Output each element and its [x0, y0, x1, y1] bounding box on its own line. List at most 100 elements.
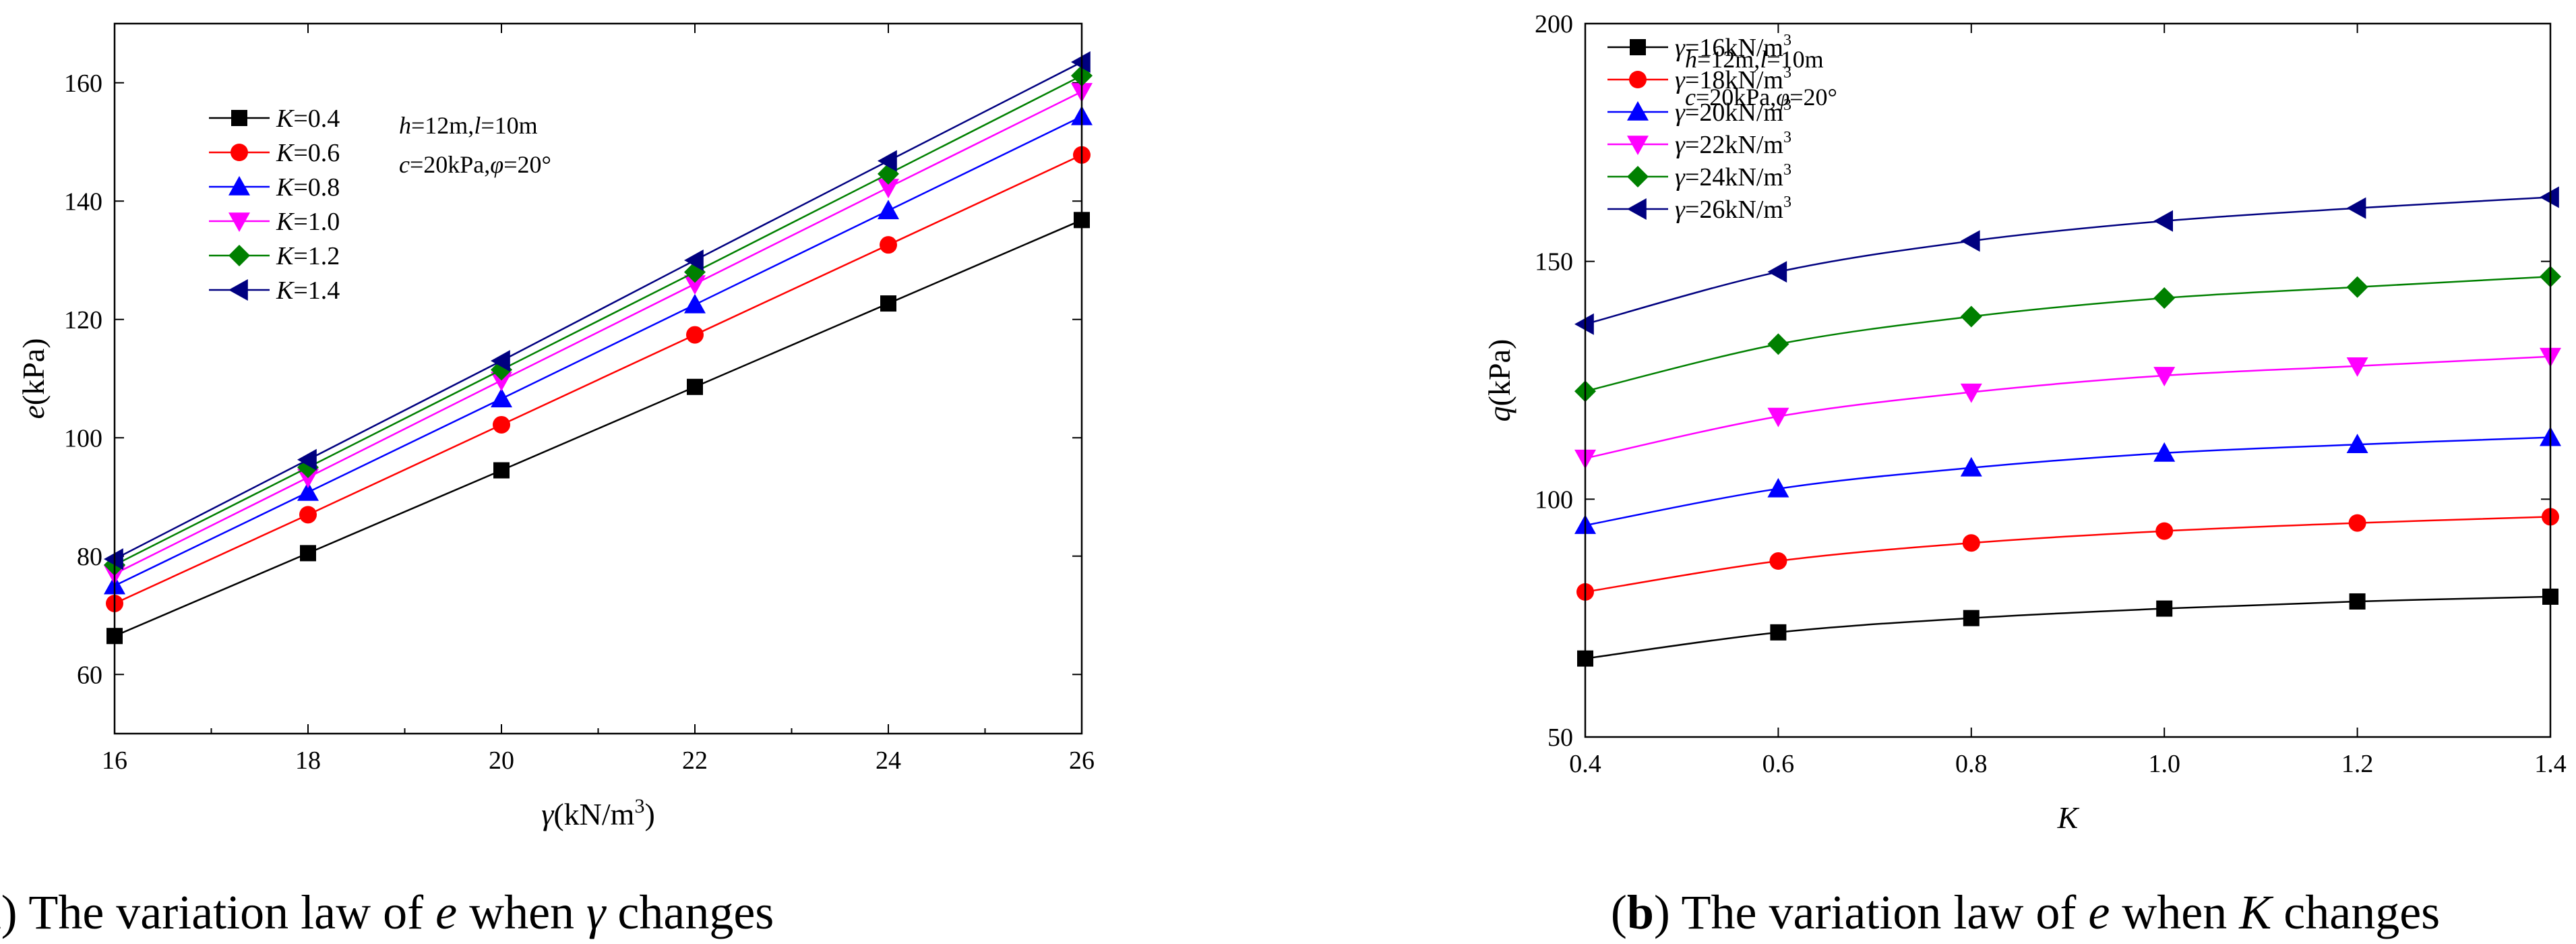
ca-legend-label: K=0.8	[276, 173, 340, 202]
ca-legend-label: K=1.4	[276, 276, 340, 305]
cb-data-point	[1960, 305, 1982, 328]
ca-data-point	[491, 388, 512, 408]
cb-annotation: h=12m,l=10m	[1685, 46, 1824, 73]
cb-ytick-label: 150	[1535, 248, 1573, 276]
cb-legend-marker	[1630, 39, 1646, 55]
ca-ytick-label: 80	[77, 543, 102, 571]
cb-data-point	[2153, 210, 2173, 232]
ca-data-point	[880, 236, 897, 254]
cb-legend-marker	[1629, 71, 1647, 88]
cb-legend-label: γ=16kN/m3	[1675, 32, 1791, 62]
ca-annotation: c=20kPa,φ=20°	[399, 151, 551, 178]
ca-data-point	[686, 326, 704, 344]
ca-ytick-label: 120	[64, 306, 102, 334]
cb-ytick-label: 200	[1535, 10, 1573, 38]
cb-legend-label: γ=18kN/m3	[1675, 64, 1791, 94]
cb-series-line	[1585, 436, 2550, 527]
ca-series-line	[115, 219, 1082, 637]
ca-legend-marker	[228, 245, 250, 266]
ca-legend-marker	[231, 144, 248, 161]
cb-xtick-label: 1.4	[2534, 750, 2567, 778]
ca-xtick-label: 26	[1069, 746, 1095, 775]
ca-series-1	[106, 146, 1091, 612]
cb-data-point	[2348, 514, 2366, 532]
cb-data-point	[1767, 333, 1789, 355]
cb-data-point	[1960, 230, 1980, 252]
ca-data-point	[880, 295, 896, 312]
cb-data-point	[2153, 287, 2176, 309]
ca-series-2	[104, 105, 1093, 595]
cb-series-line	[1585, 516, 2550, 593]
cb-data-point	[1767, 407, 1789, 427]
cb-ytick-label: 100	[1535, 485, 1573, 514]
ca-xtick-label: 20	[489, 746, 514, 775]
cb-legend-marker	[1627, 166, 1649, 187]
caption-a: (a) The variation law of e when γ change…	[0, 885, 774, 939]
cb-legend-label: γ=22kN/m3	[1675, 129, 1791, 159]
cb-legend-marker	[1627, 198, 1647, 220]
cb-legend-marker	[1627, 101, 1649, 121]
ca-xtick-label: 24	[876, 746, 901, 775]
cb-series-line	[1585, 355, 2550, 459]
cb-xtick-label: 0.6	[1762, 750, 1795, 778]
ca-data-point	[878, 163, 899, 185]
cb-xtick-label: 0.8	[1955, 750, 1988, 778]
cb-data-point	[2155, 522, 2174, 540]
cb-data-point	[2346, 434, 2368, 454]
ca-data-point	[684, 293, 706, 314]
cb-data-point	[2346, 357, 2368, 377]
cb-data-point	[2540, 186, 2559, 208]
ca-data-point	[491, 350, 510, 372]
cb-legend-label: γ=20kN/m3	[1675, 96, 1791, 127]
cb-series-2	[1574, 426, 2561, 534]
cb-series-0	[1577, 588, 2558, 667]
cb-series-4	[1574, 266, 2561, 403]
ca-data-point	[300, 545, 316, 562]
ca-series-line	[115, 75, 1082, 566]
ca-legend-marker	[228, 176, 250, 196]
cb-xtick-label: 0.4	[1569, 750, 1601, 778]
ca-data-point	[878, 150, 897, 172]
cb-data-point	[2153, 442, 2176, 462]
ca-data-point	[297, 448, 317, 471]
ca-legend-marker	[228, 212, 250, 232]
ca-legend-marker	[228, 279, 248, 301]
chart-a-gamma-variation: 16 18 20 22 24 26 60 80 100 120 140 160 K=0.4 K=0.6 K=…	[16, 22, 1095, 831]
ca-series-line	[115, 154, 1082, 605]
ca-xtick-label: 16	[102, 746, 127, 775]
cb-data-point	[1767, 261, 1787, 283]
ca-y-axis-label: e(kPa)	[16, 338, 51, 419]
cb-xtick-label: 1.2	[2341, 750, 2374, 778]
ca-x-axis-label: γ(kN/m3)	[541, 795, 655, 831]
cb-data-point	[1770, 624, 1787, 641]
ca-data-point	[104, 548, 123, 570]
cb-legend-label: γ=24kN/m3	[1675, 161, 1791, 191]
ca-xtick-label: 22	[682, 746, 708, 775]
ca-data-point	[687, 378, 703, 395]
ca-annotation: h=12m,l=10m	[399, 112, 538, 139]
ca-data-point	[684, 275, 706, 295]
cb-data-point	[2349, 593, 2366, 610]
ca-legend-label: K=0.4	[276, 105, 340, 133]
cb-data-point	[1574, 313, 1594, 335]
ca-plot-frame	[113, 22, 1083, 735]
ca-legend-label: K=1.2	[276, 242, 340, 270]
cb-data-point	[1767, 477, 1789, 498]
caption-b: (b) The variation law of e when K change…	[1611, 885, 2440, 939]
ca-series-line	[115, 61, 1082, 560]
cb-data-point	[1960, 456, 1982, 477]
cb-x-axis-label: K	[2057, 800, 2080, 835]
cb-xtick-label: 1.0	[2148, 750, 2180, 778]
cb-data-point	[1962, 534, 1980, 552]
ca-ytick-label: 140	[64, 187, 102, 216]
ca-series-line	[115, 115, 1082, 587]
ca-data-point	[1071, 51, 1091, 73]
ca-series-0	[106, 212, 1090, 645]
ca-data-point	[297, 481, 319, 501]
cb-series-1	[1576, 508, 2559, 601]
ca-data-point	[299, 506, 317, 524]
ca-data-point	[493, 415, 510, 434]
cb-data-point	[1960, 383, 1982, 403]
